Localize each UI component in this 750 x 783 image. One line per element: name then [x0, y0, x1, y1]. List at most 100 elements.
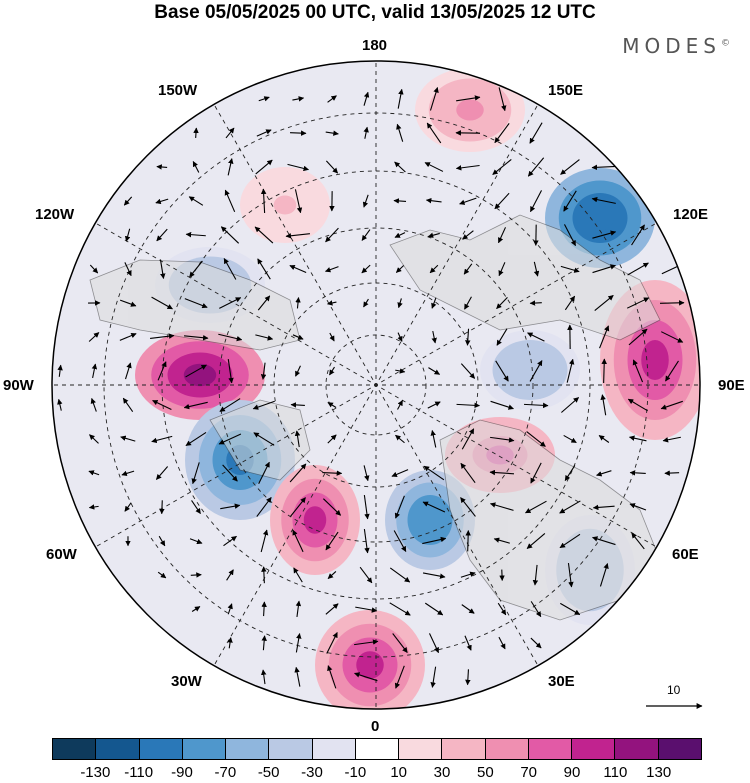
wind-arrow — [394, 232, 406, 238]
wind-arrow — [121, 470, 135, 477]
wind-arrow — [152, 399, 172, 411]
colorbar-tick-label: -70 — [214, 764, 237, 781]
wind-arrow — [122, 397, 134, 413]
wind-arrow — [261, 601, 267, 617]
colorbar-tick-label: -30 — [301, 764, 323, 781]
wind-arrow — [322, 498, 342, 516]
wind-arrow — [325, 160, 339, 174]
wind-arrow — [566, 358, 575, 383]
wind-arrow — [389, 602, 411, 616]
wind-arrow — [494, 192, 510, 210]
wind-arrow — [495, 360, 509, 382]
wind-arrow — [560, 602, 581, 616]
wind-arrow — [193, 127, 199, 138]
wind-arrow — [494, 123, 510, 144]
wind-arrow — [191, 606, 201, 612]
anomaly-center-greenland-s — [303, 506, 327, 534]
wind-arrow — [223, 258, 237, 280]
wind-arrow — [188, 196, 204, 206]
wind-arrow — [260, 529, 269, 553]
wind-arrow — [460, 571, 476, 578]
wind-arrow — [226, 569, 234, 581]
wind-arrow — [395, 368, 406, 374]
graticule — [52, 61, 700, 709]
wind-arrow — [159, 500, 165, 515]
wind-arrow — [422, 501, 446, 513]
wind-arrow — [156, 164, 168, 170]
wind-arrow — [563, 434, 577, 444]
wind-arrow — [489, 469, 515, 476]
colorbar-swatch — [182, 739, 227, 759]
wind-arrow — [393, 198, 407, 204]
wind-arrow — [628, 328, 648, 346]
wind-arrow — [428, 633, 440, 654]
wind-arrow — [123, 196, 133, 206]
wind-arrow — [427, 401, 441, 409]
wind-arrow — [327, 402, 337, 408]
wind-arrow — [464, 296, 472, 310]
colorbar-swatch — [572, 739, 616, 759]
colorbar-swatch — [53, 739, 97, 759]
wind-arrow — [429, 264, 439, 274]
colorbar-swatch — [442, 739, 486, 759]
wind-arrow — [629, 503, 647, 511]
wind-arrow — [289, 264, 307, 273]
wind-arrow — [424, 602, 444, 616]
colorbar-swatch — [355, 739, 400, 759]
lon-label-120w: 120W — [35, 206, 75, 223]
wind-arrow — [560, 159, 580, 175]
wind-arrow — [497, 602, 507, 616]
wind-arrow — [460, 363, 476, 379]
wind-arrow — [189, 260, 203, 278]
wind-arrow — [119, 332, 137, 341]
wind-arrow — [295, 297, 301, 309]
wind-arrow — [426, 122, 442, 144]
wind-arrow — [461, 428, 475, 450]
wind-arrow — [361, 264, 371, 274]
colorbar-tick-label: 90 — [563, 764, 581, 781]
anomaly-center-ural — [641, 340, 669, 380]
wind-arrow — [395, 265, 405, 273]
wind-arrow — [190, 572, 202, 578]
wind-arrow — [498, 87, 507, 112]
wind-arrow — [289, 463, 307, 483]
wind-arrow — [89, 264, 99, 274]
wind-arrow — [459, 197, 477, 205]
wind-arrow — [151, 296, 173, 310]
colorbar-tick-label: -90 — [171, 764, 193, 781]
wind-arrow — [124, 362, 132, 380]
wind-arrow — [560, 265, 580, 273]
wind-arrow — [626, 297, 650, 309]
wind-arrow — [529, 190, 543, 213]
wind-arrow — [185, 231, 206, 238]
wind-arrow — [156, 228, 168, 242]
wind-arrow — [391, 469, 409, 477]
colorbar-swatch — [615, 739, 659, 759]
wind-arrow — [631, 224, 645, 246]
wind-arrow — [660, 331, 684, 343]
brand-logo: MODES© — [622, 34, 730, 58]
wind-arrow — [185, 364, 207, 378]
lon-label-150w: 150W — [158, 82, 198, 99]
wind-arrow — [57, 364, 63, 377]
anomaly-center-hudson — [183, 363, 217, 387]
wind-arrow — [660, 400, 683, 410]
wind-arrow — [493, 537, 510, 544]
wind-arrow — [592, 230, 617, 239]
wind-arrow — [327, 434, 337, 444]
colorbar-tick-label: 50 — [476, 764, 494, 781]
wind-arrow — [124, 502, 132, 512]
wind-arrow — [664, 470, 680, 476]
wind-arrow — [523, 402, 549, 409]
wind-arrow — [151, 435, 173, 444]
wind-arrow — [430, 666, 437, 688]
wind-arrow — [220, 503, 241, 510]
wind-arrow — [462, 230, 474, 240]
wind-arrow — [255, 334, 274, 341]
colorbar-swatch — [312, 739, 356, 759]
wind-arrow — [456, 95, 481, 102]
wind-arrow — [227, 603, 233, 615]
wind-arrow — [325, 531, 339, 551]
wind-vectors — [57, 86, 685, 689]
anomaly-center-east-siberia — [586, 205, 614, 231]
